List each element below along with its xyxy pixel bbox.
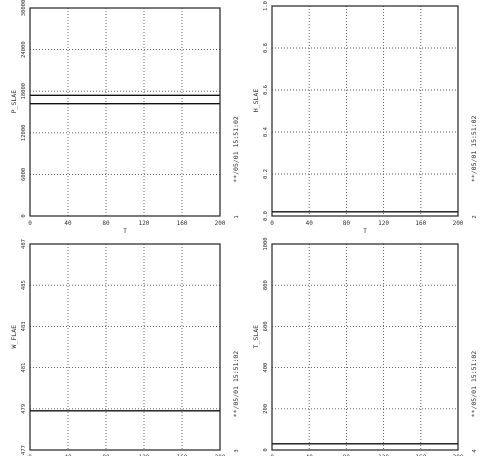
- x-tick-label: 0: [28, 454, 32, 456]
- y-tick-label: 477: [21, 445, 27, 455]
- chart-panel-2: 0 40 80 120 160 200 0.0 0.2 0.4 0.6 0.8 1.0 T H_SLAE *…: [252, 1, 478, 235]
- plot-frame: [271, 243, 459, 451]
- x-tick-label: 200: [453, 220, 464, 227]
- y-tick-label: 479: [21, 404, 27, 414]
- y-tick-label: 483: [21, 321, 27, 331]
- x-tick-label: 0: [28, 220, 32, 227]
- y-tick-label: 0.0: [263, 211, 269, 221]
- x-tick-label: 120: [378, 454, 389, 456]
- x-tick-label: 200: [215, 454, 226, 456]
- panel-number: 1: [234, 215, 240, 218]
- y-tick-label: 0.8: [263, 43, 269, 53]
- x-tick-label: 40: [64, 220, 72, 227]
- panel-number: 4: [472, 449, 478, 453]
- plot-frame: [29, 243, 221, 451]
- chart-panel-3: 04080120160200477479481483485487TW_FLAE*…: [10, 239, 240, 456]
- y-axis-label: W_FLAE: [10, 325, 18, 349]
- x-tick-label: 200: [453, 454, 464, 456]
- x-tick-label: 200: [215, 220, 226, 227]
- x-tick-label: 80: [343, 454, 351, 456]
- y-tick-label: 12000: [21, 125, 27, 142]
- y-tick-label: 0.4: [263, 126, 269, 137]
- y-tick-label: 0: [21, 214, 27, 217]
- x-tick-label: 40: [306, 220, 314, 227]
- x-tick-label: 120: [139, 454, 150, 456]
- x-tick-label: 160: [415, 220, 426, 227]
- x-tick-label: 160: [177, 454, 188, 456]
- x-tick-label: 0: [270, 220, 274, 227]
- chart-panel-4: 0408012016020002004006008001000TT_SLAE**…: [252, 237, 478, 456]
- x-axis-label: T: [123, 228, 127, 235]
- y-tick-label: 600: [263, 321, 269, 331]
- x-tick-label: 40: [64, 454, 72, 456]
- chart-panel-1: 0 40 80 120 160 200 0 6000 12000 18000 24000 30000 T…: [10, 0, 240, 235]
- x-tick-label: 0: [270, 454, 274, 456]
- x-axis-label: T: [363, 228, 367, 235]
- x-tick-label: 80: [343, 220, 351, 227]
- plot-timestamp: **/05/01 15:51:02: [470, 351, 478, 418]
- plot-timestamp: **/05/01 15:51:02: [232, 351, 240, 418]
- y-axis-label: P_SLAE: [10, 90, 18, 114]
- plot-timestamp: **/05/01 15:51:02: [470, 115, 478, 182]
- y-tick-label: 18000: [21, 83, 27, 100]
- panel-number: 2: [472, 215, 478, 218]
- panel-number: 3: [234, 449, 240, 452]
- y-tick-label: 485: [21, 280, 27, 290]
- y-tick-label: 487: [21, 239, 27, 249]
- y-axis-label: H_SLAE: [252, 89, 260, 113]
- y-tick-label: 0: [263, 448, 269, 451]
- y-tick-label: 0.2: [263, 169, 269, 179]
- x-tick-label: 120: [139, 220, 150, 227]
- y-tick-label: 1.0: [263, 1, 269, 11]
- x-tick-label: 80: [102, 220, 110, 227]
- x-tick-label: 80: [102, 454, 110, 456]
- plot-frame: [271, 5, 459, 217]
- y-tick-label: 200: [263, 404, 269, 414]
- y-tick-label: 1000: [263, 237, 269, 250]
- y-tick-label: 30000: [21, 0, 27, 16]
- y-tick-label: 400: [263, 363, 269, 373]
- y-tick-label: 481: [21, 363, 27, 373]
- y-tick-label: 0.6: [263, 85, 269, 95]
- y-tick-label: 6000: [21, 168, 27, 181]
- plot-timestamp: **/05/01 15:51:02: [232, 116, 240, 183]
- x-tick-label: 40: [306, 454, 314, 456]
- y-tick-label: 24000: [21, 41, 27, 58]
- x-tick-label: 160: [177, 220, 188, 227]
- x-tick-label: 120: [378, 220, 389, 227]
- y-tick-label: 800: [263, 280, 269, 290]
- y-axis-label: T_SLAE: [252, 325, 260, 349]
- plot-frame: [29, 7, 221, 217]
- x-tick-label: 160: [415, 454, 426, 456]
